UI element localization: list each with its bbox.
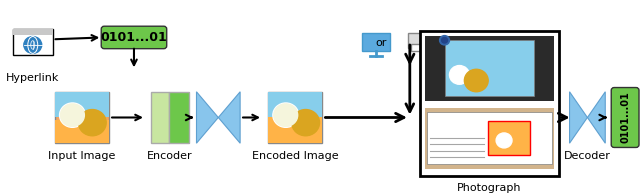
Text: Hyperlink: Hyperlink [6,73,60,83]
FancyBboxPatch shape [427,112,552,164]
FancyBboxPatch shape [268,92,323,143]
FancyBboxPatch shape [268,92,323,118]
Circle shape [60,103,85,127]
Text: Encoded Image: Encoded Image [252,151,339,161]
FancyBboxPatch shape [425,36,554,101]
Circle shape [274,104,298,126]
FancyBboxPatch shape [13,29,52,55]
Circle shape [440,36,449,45]
FancyBboxPatch shape [151,92,169,143]
FancyBboxPatch shape [101,26,166,49]
Polygon shape [588,92,605,143]
FancyBboxPatch shape [169,92,189,143]
Polygon shape [570,92,588,143]
Text: 0101...01: 0101...01 [100,31,167,44]
Circle shape [79,110,106,136]
FancyBboxPatch shape [488,121,530,155]
FancyBboxPatch shape [411,44,427,52]
FancyBboxPatch shape [611,88,639,147]
Text: Input Image: Input Image [48,151,116,161]
Polygon shape [196,92,218,143]
FancyBboxPatch shape [433,32,456,49]
FancyBboxPatch shape [13,29,52,35]
Text: Photograph: Photograph [457,184,522,193]
Circle shape [465,69,488,92]
FancyBboxPatch shape [408,33,429,48]
Circle shape [273,103,299,127]
FancyBboxPatch shape [54,120,109,143]
FancyBboxPatch shape [420,31,559,176]
FancyBboxPatch shape [268,118,323,143]
Circle shape [292,110,319,136]
Text: 0101...01: 0101...01 [620,92,630,143]
Circle shape [442,37,447,43]
Circle shape [496,133,512,148]
Circle shape [449,66,469,84]
FancyBboxPatch shape [440,46,449,51]
FancyBboxPatch shape [54,92,109,118]
Circle shape [61,104,84,126]
Text: or: or [375,38,387,48]
Text: Decoder: Decoder [564,151,611,161]
Polygon shape [218,92,240,143]
FancyBboxPatch shape [425,108,554,168]
Text: Encoder: Encoder [147,151,193,161]
FancyBboxPatch shape [54,92,109,143]
FancyBboxPatch shape [362,33,390,52]
FancyBboxPatch shape [445,40,534,96]
Circle shape [24,36,42,53]
